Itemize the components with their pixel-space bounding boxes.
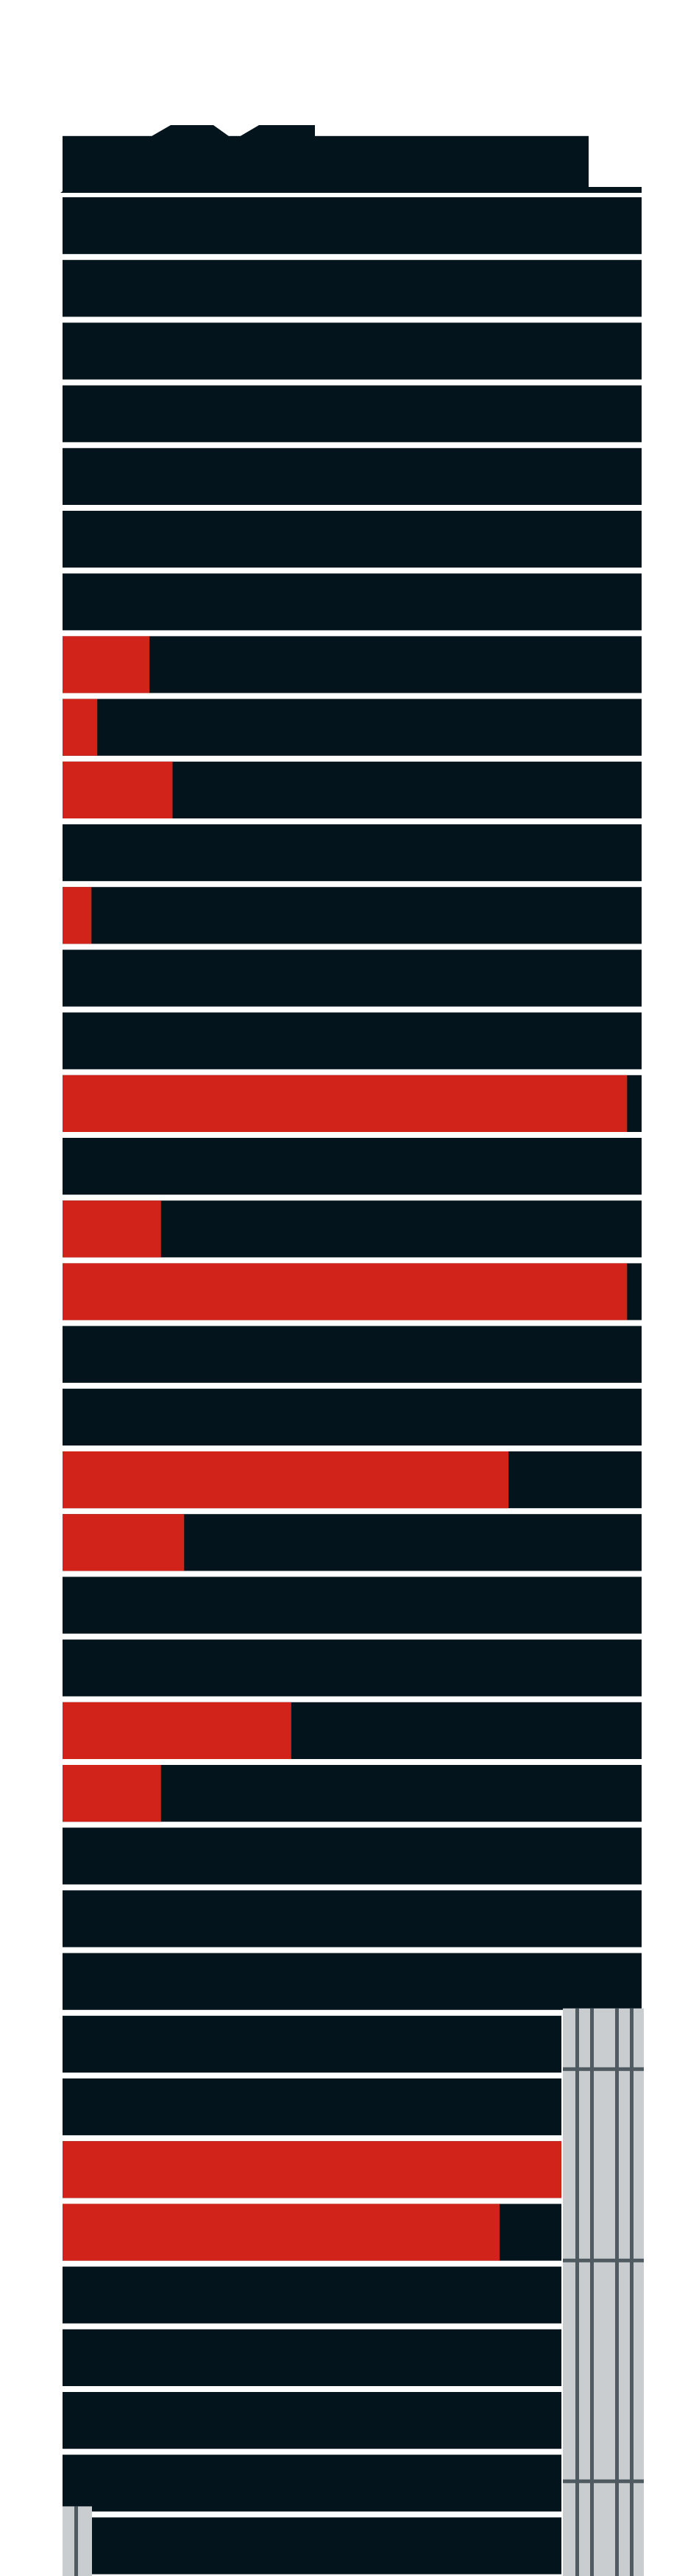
floor-32-highlight — [63, 2141, 561, 2198]
floor-6 — [63, 511, 642, 568]
scaffold-right-rung-1 — [563, 2067, 644, 2071]
floor-9-highlight — [63, 698, 98, 756]
scaffold-left-pole — [74, 2506, 78, 2576]
floor-9 — [63, 698, 642, 756]
floor-7 — [63, 573, 642, 631]
floor-30 — [63, 2015, 561, 2073]
floors-group — [63, 135, 642, 2575]
floor-36 — [63, 2392, 561, 2449]
floor-11 — [63, 824, 642, 882]
scaffold-right-pole-4 — [630, 2008, 634, 2576]
floor-26-highlight — [63, 1765, 161, 1822]
floor-16 — [63, 1138, 642, 1195]
floor-22-highlight — [63, 1514, 185, 1571]
floor-38 — [92, 2517, 561, 2575]
scaffolding-right — [563, 2008, 644, 2576]
scaffold-right-pole-2 — [590, 2008, 594, 2576]
floor-29 — [63, 1953, 642, 2010]
floor-35 — [63, 2329, 561, 2386]
scaffold-right-pole-1 — [575, 2008, 579, 2576]
scaffold-right-rung-2 — [563, 2258, 644, 2262]
floor-12 — [63, 887, 642, 944]
floor-21-highlight — [63, 1451, 508, 1509]
floor-24 — [63, 1639, 642, 1696]
floor-20 — [63, 1388, 642, 1446]
floor-top — [63, 135, 589, 193]
floor-18-highlight — [63, 1263, 628, 1320]
floor-12-highlight — [63, 887, 92, 944]
scaffold-right-pole-3 — [615, 2008, 619, 2576]
floor-13 — [63, 949, 642, 1007]
floor-1 — [63, 197, 642, 255]
floor-19 — [63, 1326, 642, 1383]
floor-31 — [63, 2078, 561, 2136]
floor-8-highlight — [63, 636, 150, 693]
floor-4 — [63, 385, 642, 442]
floor-23 — [63, 1577, 642, 1634]
floor-10-highlight — [63, 761, 173, 818]
floor-17-highlight — [63, 1200, 161, 1258]
floor-37 — [63, 2455, 561, 2512]
floor-34 — [63, 2266, 561, 2324]
scaffold-right-rung-3 — [563, 2479, 644, 2483]
floor-14 — [63, 1012, 642, 1069]
scaffolding-left — [63, 2506, 92, 2576]
floor-15-highlight — [63, 1075, 628, 1132]
floor-3 — [63, 322, 642, 380]
floor-2 — [63, 260, 642, 317]
floor-5 — [63, 447, 642, 505]
floor-8 — [63, 636, 642, 693]
floor-25-highlight — [63, 1702, 291, 1759]
floor-33-highlight — [63, 2204, 500, 2261]
floor-27 — [63, 1827, 642, 1885]
floor-28 — [63, 1890, 642, 1947]
floor-top-step — [589, 187, 642, 193]
